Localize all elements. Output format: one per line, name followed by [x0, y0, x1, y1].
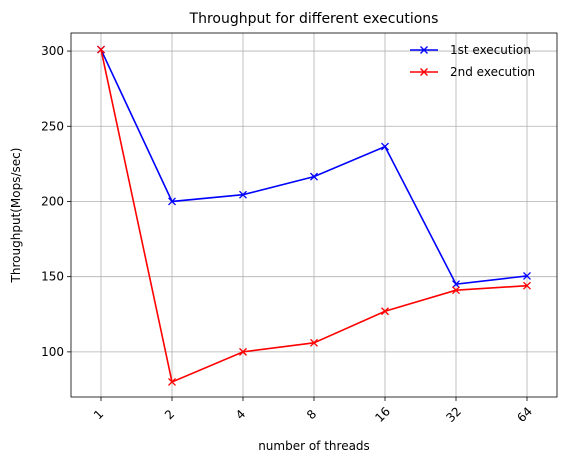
x-tick-label: 64 [514, 404, 535, 425]
x-tick-label: 4 [233, 407, 248, 422]
data-point-2 [239, 347, 247, 356]
y-tick-label: 250 [41, 119, 64, 133]
x-axis-label: number of threads [258, 439, 370, 453]
x-tick-label: 1 [91, 407, 106, 422]
x-tick-label: 32 [443, 404, 464, 425]
chart-title: Throughput for different executions [189, 11, 439, 27]
y-tick-label: 150 [41, 270, 64, 284]
y-axis-label: Throughput(Mops/sec) [9, 148, 23, 284]
series-layer [97, 45, 531, 386]
x-tick-label: 8 [304, 407, 319, 422]
data-point-2 [452, 286, 460, 295]
y-tick-label: 100 [41, 345, 64, 359]
legend: 1st execution 2nd execution [410, 43, 535, 79]
grid [71, 33, 557, 397]
data-point-1 [239, 190, 247, 199]
y-tick-label: 200 [41, 194, 64, 208]
data-point-1 [168, 197, 176, 206]
data-point-1 [381, 142, 389, 151]
x-tick-label: 2 [162, 407, 177, 422]
data-point-2 [381, 307, 389, 316]
data-point-1 [310, 172, 318, 181]
y-tick-label: 300 [41, 44, 64, 58]
legend-label: 1st execution [450, 43, 531, 57]
legend-label: 2nd execution [450, 65, 535, 79]
legend-marker [420, 46, 428, 54]
data-point-2 [168, 377, 176, 386]
data-point-2 [523, 281, 531, 290]
ticks: 1 2 4 8 16 32 64 100 150 200 250 300 [41, 44, 535, 425]
data-point-2 [97, 45, 105, 54]
data-point-1 [452, 280, 460, 289]
data-point-1 [523, 271, 531, 280]
data-point-2 [310, 338, 318, 347]
x-tick-label: 16 [372, 404, 393, 425]
legend-marker [420, 68, 428, 76]
